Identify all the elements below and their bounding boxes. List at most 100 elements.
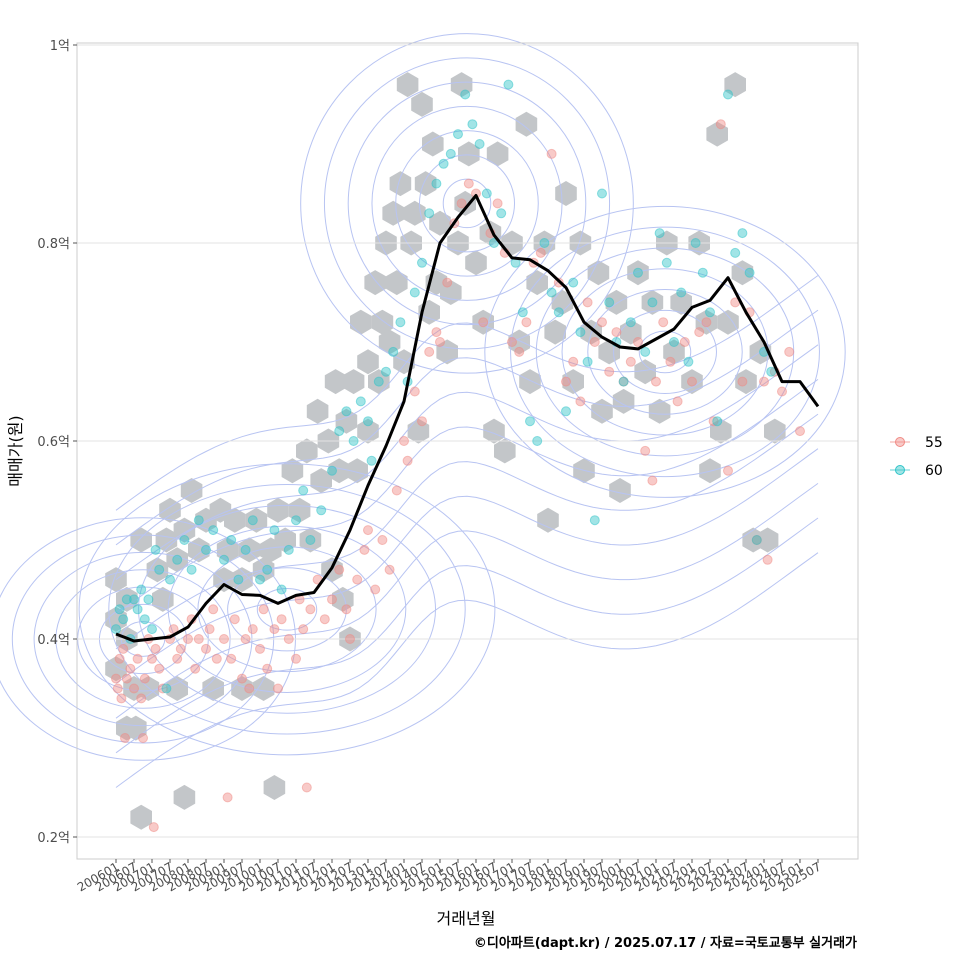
density-contour <box>138 504 436 714</box>
y-tick-label: 0.8억 <box>37 237 70 252</box>
point-55 <box>640 445 651 456</box>
hexbin-cell <box>648 398 671 424</box>
legend-marker <box>895 465 905 475</box>
point-60 <box>208 525 219 536</box>
point-60 <box>373 376 384 387</box>
legend-marker <box>895 437 905 447</box>
point-55 <box>273 683 283 694</box>
point-55 <box>111 673 121 684</box>
point-60 <box>604 297 615 308</box>
point-60 <box>525 416 535 427</box>
point-55 <box>456 198 467 209</box>
point-60 <box>730 247 741 258</box>
hexbin-cell <box>324 369 347 395</box>
hexbin-cell <box>288 497 311 523</box>
point-60 <box>766 366 777 377</box>
hexbin-cell <box>436 339 458 365</box>
point-55 <box>658 317 669 328</box>
legend: 55 60 <box>890 435 943 479</box>
hexbin-cell <box>681 369 703 395</box>
point-60 <box>255 574 265 585</box>
point-55 <box>589 337 600 347</box>
point-60 <box>669 337 679 347</box>
density-contour-band <box>115 275 819 511</box>
density-contour <box>167 525 407 693</box>
point-60 <box>751 535 762 545</box>
hexbin-cell <box>378 329 401 355</box>
point-55 <box>193 634 204 644</box>
point-60 <box>355 396 366 407</box>
point-60 <box>546 287 557 298</box>
density-contour-band <box>115 517 819 754</box>
point-60 <box>341 406 352 417</box>
hexbin-cell <box>483 418 505 444</box>
point-60 <box>503 79 514 90</box>
hexbin-cell <box>202 676 224 701</box>
point-55 <box>647 475 658 486</box>
y-axis-title: 매매가(원) <box>6 415 25 486</box>
hexbin-cell <box>173 784 196 810</box>
point-55 <box>708 416 719 427</box>
point-55 <box>535 247 546 258</box>
point-55 <box>431 327 442 338</box>
density-contour <box>197 546 377 673</box>
hexbin-cell <box>724 72 746 98</box>
hexbin-cell <box>472 309 494 335</box>
hexbin-cell <box>274 527 296 553</box>
density-contour <box>227 567 347 652</box>
point-55 <box>226 653 237 664</box>
hexbin-cell <box>587 260 610 286</box>
point-55 <box>399 436 409 446</box>
hexbin-cell <box>537 507 559 533</box>
point-60 <box>366 455 377 466</box>
point-60 <box>683 356 694 367</box>
hexbin-cell <box>465 250 487 276</box>
point-55 <box>183 634 193 644</box>
point-60 <box>276 584 287 595</box>
point-55 <box>147 653 157 664</box>
point-55 <box>334 564 345 575</box>
point-55 <box>190 663 201 674</box>
hexbin-cell <box>368 369 390 395</box>
point-60 <box>395 317 406 328</box>
point-60 <box>633 267 643 278</box>
point-60 <box>532 436 543 446</box>
point-60 <box>305 535 316 545</box>
point-55 <box>201 643 211 654</box>
hexbin-cell <box>458 141 480 167</box>
point-60 <box>136 584 147 595</box>
point-55 <box>120 733 130 743</box>
hexbin-cell <box>404 200 426 226</box>
point-60 <box>431 178 442 189</box>
point-60 <box>561 406 571 417</box>
scatter-points <box>111 79 805 833</box>
point-55 <box>172 653 183 664</box>
hexbin-cell <box>612 388 635 414</box>
point-60 <box>467 119 478 130</box>
point-55 <box>291 653 301 664</box>
density-contour <box>256 588 318 631</box>
point-55 <box>442 277 453 288</box>
hexbin-cell <box>515 111 538 137</box>
point-55 <box>283 634 294 644</box>
hexbin-cell <box>389 171 412 197</box>
point-55 <box>777 386 787 397</box>
density-contour-band <box>115 482 819 719</box>
point-55 <box>687 376 697 387</box>
point-60 <box>517 307 528 318</box>
hexbin-cell <box>306 398 329 424</box>
plot-border <box>76 42 859 860</box>
density-contour <box>347 81 587 326</box>
point-55 <box>625 356 636 367</box>
point-60 <box>201 544 211 555</box>
point-60 <box>247 515 258 526</box>
point-55 <box>327 594 337 605</box>
point-55 <box>784 346 795 357</box>
point-55 <box>737 376 748 387</box>
point-60 <box>589 515 600 526</box>
point-60 <box>193 515 204 526</box>
point-60 <box>186 564 197 575</box>
point-60 <box>150 544 161 555</box>
point-55 <box>262 663 273 674</box>
hexbin-cell <box>450 72 473 98</box>
